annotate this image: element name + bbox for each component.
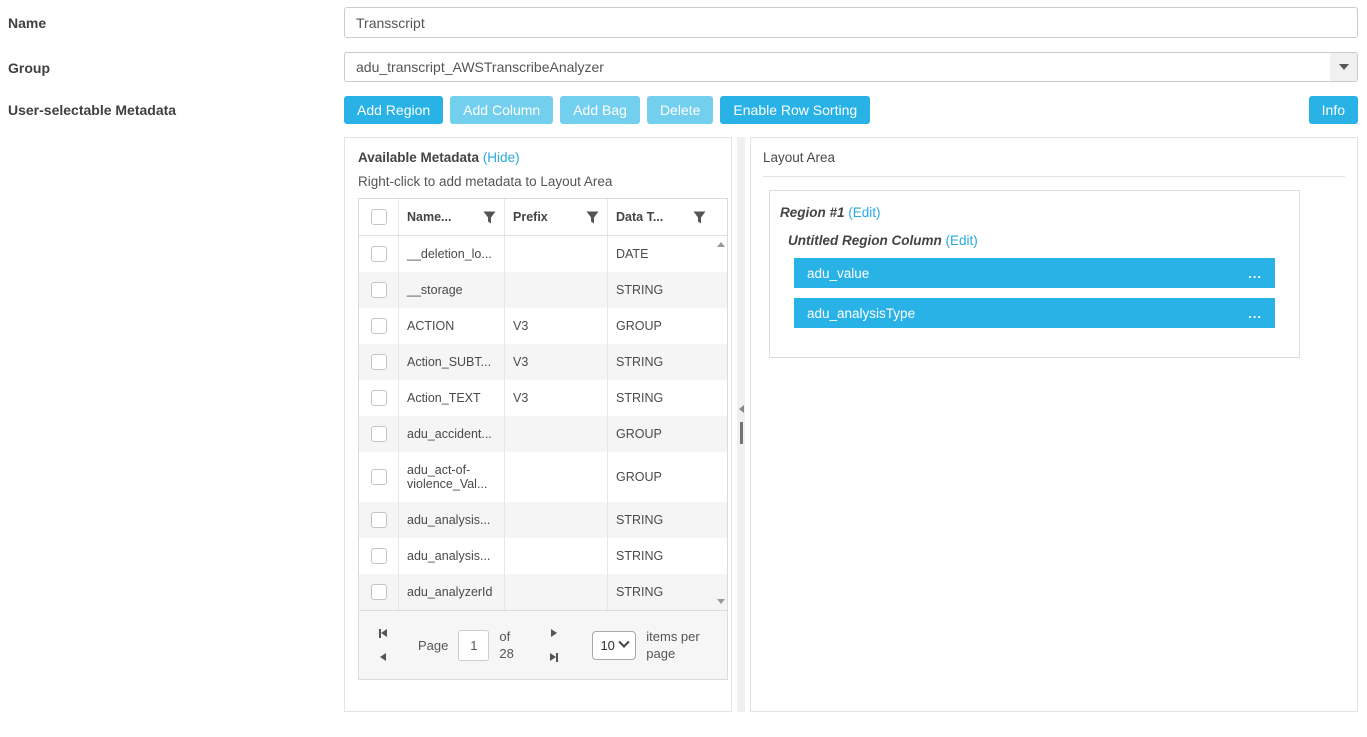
row-checkbox[interactable] [370, 354, 387, 370]
filter-icon[interactable] [586, 211, 599, 224]
table-row[interactable]: Action_SUBT... V3 STRING [359, 344, 727, 380]
group-dropdown[interactable]: adu_transcript_AWSTranscribeAnalyzer [344, 52, 1358, 82]
table-row[interactable]: adu_act-of-violence_Val... GROUP [359, 452, 727, 502]
table-row[interactable]: adu_analyzerId STRING [359, 574, 727, 610]
splitter-drag-handle[interactable] [739, 422, 743, 444]
layout-item-adu-value[interactable]: adu_value ... [794, 258, 1275, 288]
panel-splitter[interactable] [737, 137, 745, 712]
group-row: Group adu_transcript_AWSTranscribeAnalyz… [0, 52, 1367, 82]
first-page-button[interactable] [379, 628, 388, 638]
metadata-label: User-selectable Metadata [8, 102, 177, 118]
available-metadata-panel: Available Metadata (Hide) Right-click to… [344, 137, 732, 712]
column-header-name: Name... [407, 210, 452, 224]
column-edit-link[interactable]: (Edit) [945, 233, 978, 248]
group-dropdown-value: adu_transcript_AWSTranscribeAnalyzer [356, 59, 604, 75]
last-page-button[interactable] [549, 652, 558, 662]
delete-button[interactable]: Delete [646, 96, 714, 124]
panels-row: Available Metadata (Hide) Right-click to… [0, 137, 1367, 712]
grid-body: __deletion_lo... DATE __storage STRING [359, 236, 727, 610]
chevron-down-icon [1338, 64, 1349, 70]
filter-icon[interactable] [693, 211, 706, 224]
row-checkbox[interactable] [370, 390, 387, 406]
metadata-row: User-selectable Metadata Add Region Add … [0, 96, 1367, 124]
row-checkbox[interactable] [370, 318, 387, 334]
metadata-grid: Name... Prefix Data T. [358, 198, 728, 680]
row-checkbox[interactable] [370, 548, 387, 564]
column-header-datatype: Data T... [616, 210, 664, 224]
dropdown-arrow-button[interactable] [1330, 53, 1357, 81]
column-header-prefix: Prefix [513, 210, 548, 224]
name-row: Name [0, 7, 1367, 38]
group-label: Group [8, 60, 50, 76]
info-button[interactable]: Info [1308, 96, 1358, 124]
scroll-up-icon[interactable] [716, 242, 725, 247]
main-area: Available Metadata (Hide) Right-click to… [344, 137, 1358, 712]
page-label: Page [417, 637, 449, 653]
scroll-down-icon[interactable] [716, 599, 725, 604]
items-per-page-label: items per page [646, 629, 700, 661]
table-row[interactable]: adu_accident... GROUP [359, 416, 727, 452]
row-checkbox[interactable] [370, 282, 387, 298]
add-bag-button[interactable]: Add Bag [560, 96, 640, 124]
layout-area-panel: Layout Area Region #1 (Edit) Untitled Re… [750, 137, 1358, 712]
page-count: of 28 [499, 629, 514, 661]
name-input[interactable] [344, 7, 1358, 38]
name-label: Name [8, 15, 47, 31]
available-metadata-title: Available Metadata (Hide) [358, 150, 520, 165]
hide-link[interactable]: (Hide) [482, 150, 520, 165]
chevron-down-icon [618, 636, 630, 648]
layout-area-title: Layout Area [763, 150, 836, 165]
page-number-input[interactable] [458, 629, 490, 661]
table-row[interactable]: __deletion_lo... DATE [359, 236, 727, 272]
add-column-button[interactable]: Add Column [450, 96, 554, 124]
table-row[interactable]: adu_analysis... STRING [359, 538, 727, 574]
row-checkbox[interactable] [370, 584, 387, 600]
table-row[interactable]: ACTION V3 GROUP [359, 308, 727, 344]
layout-item-adu-analysistype[interactable]: adu_analysisType ... [794, 298, 1275, 328]
filter-icon[interactable] [483, 211, 496, 224]
item-menu-icon[interactable]: ... [1248, 265, 1262, 281]
row-checkbox[interactable] [370, 469, 387, 485]
previous-page-button[interactable] [380, 653, 387, 661]
page-size-select[interactable]: 10 [592, 630, 637, 660]
add-region-button[interactable]: Add Region [344, 96, 444, 124]
select-all-checkbox[interactable] [370, 209, 387, 225]
enable-row-sorting-button[interactable]: Enable Row Sorting [720, 96, 871, 124]
right-click-hint: Right-click to add metadata to Layout Ar… [358, 174, 613, 189]
table-row[interactable]: Action_TEXT V3 STRING [359, 380, 727, 416]
region-title: Region #1 (Edit) [780, 205, 881, 220]
row-checkbox[interactable] [370, 246, 387, 262]
grid-scrollbar[interactable] [714, 236, 727, 610]
region-box: Region #1 (Edit) Untitled Region Column … [769, 190, 1300, 358]
region-column-title: Untitled Region Column (Edit) [788, 233, 978, 248]
grid-header-row: Name... Prefix Data T. [359, 199, 727, 236]
row-checkbox[interactable] [370, 512, 387, 528]
metadata-toolbar: Add Region Add Column Add Bag Delete Ena… [344, 96, 1358, 124]
region-edit-link[interactable]: (Edit) [848, 205, 881, 220]
table-row[interactable]: adu_analysis... STRING [359, 502, 727, 538]
next-page-button[interactable] [550, 629, 557, 637]
row-checkbox[interactable] [370, 426, 387, 442]
table-row[interactable]: __storage STRING [359, 272, 727, 308]
grid-pager: Page of 28 10 [359, 610, 727, 679]
item-menu-icon[interactable]: ... [1248, 305, 1262, 321]
collapse-left-icon[interactable] [738, 405, 744, 413]
divider [763, 176, 1345, 177]
